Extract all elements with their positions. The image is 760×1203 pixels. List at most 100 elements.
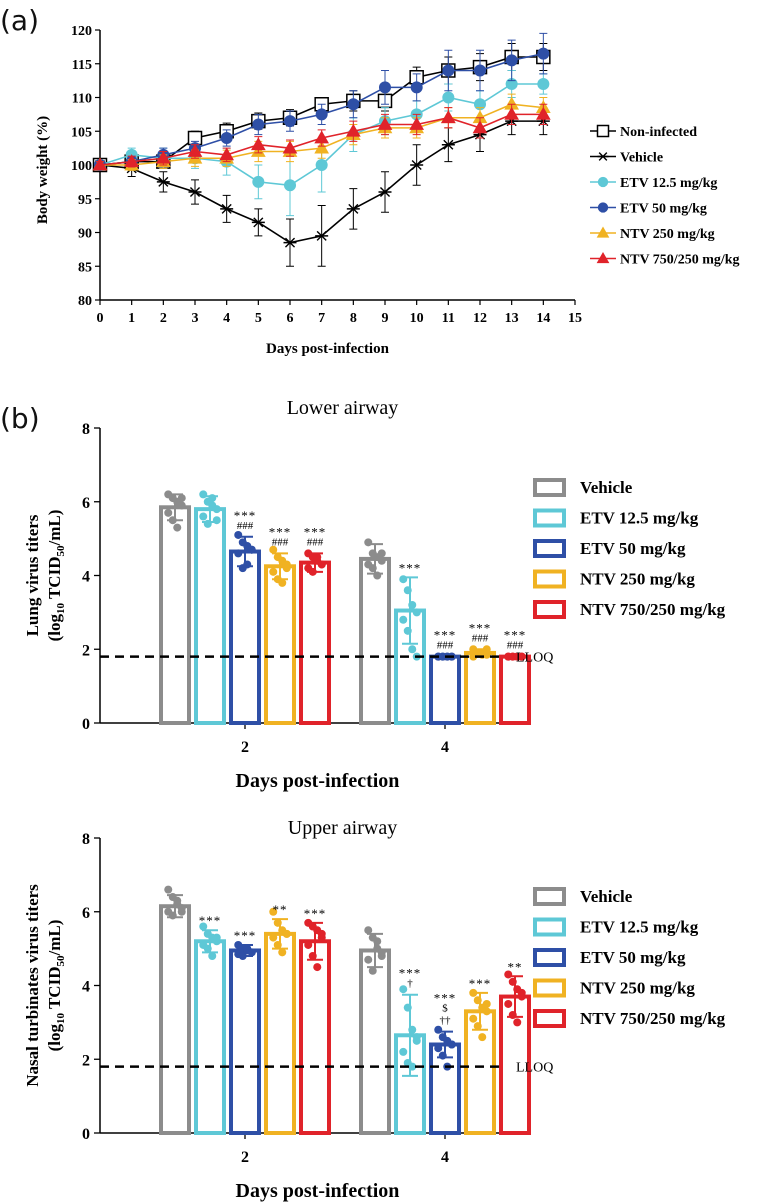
significance-mark: *** <box>304 524 327 539</box>
data-point <box>282 929 291 938</box>
legend-label: ETV 12.5 mg/kg <box>580 918 699 937</box>
error-bar <box>167 493 183 522</box>
data-point <box>368 966 377 975</box>
error-bar <box>272 918 288 950</box>
bar <box>159 505 191 725</box>
data-point <box>537 47 550 60</box>
legend-swatch <box>533 978 566 998</box>
data-point <box>447 1040 456 1049</box>
x-tick-label: 9 <box>382 311 389 326</box>
data-point <box>410 81 423 94</box>
legend-item-etv-50-mg-kg: ETV 50 mg/kg <box>533 539 686 558</box>
error-bar <box>307 552 323 573</box>
error-bar <box>367 543 383 575</box>
y-tick-label: 80 <box>78 294 92 309</box>
data-point <box>212 933 221 942</box>
series-ntv-750-250-mg-kg: ###***###*** <box>299 524 531 725</box>
legend-label: Vehicle <box>620 151 663 166</box>
data-point <box>314 130 330 144</box>
bar <box>429 654 461 725</box>
legend-item-ntv-250-mg-kg: NTV 250 mg/kg <box>590 226 715 242</box>
data-point <box>399 615 408 624</box>
y-tick-label: 90 <box>78 227 92 242</box>
x-tick-label: 6 <box>287 311 294 326</box>
data-point <box>317 929 326 938</box>
y-tick-label: 115 <box>72 58 92 73</box>
error-bar <box>437 1030 453 1059</box>
series-etv-50-mg-kg: ###***###*** <box>229 508 461 725</box>
y-axis-label-part: 10 <box>55 1012 67 1024</box>
data-point <box>442 91 455 104</box>
legend-label: Vehicle <box>580 478 633 497</box>
data-point <box>504 106 520 120</box>
error-bar <box>237 535 253 568</box>
data-point <box>234 549 243 558</box>
legend-label: NTV 750/250 mg/kg <box>620 253 740 268</box>
x-tick-label: 15 <box>568 311 582 326</box>
data-point <box>315 230 329 241</box>
legend-item-ntv-750-250-mg-kg: NTV 750/250 mg/kg <box>533 600 726 619</box>
bar <box>359 556 391 725</box>
legend-item-etv-50-mg-kg: ETV 50 mg/kg <box>533 948 686 967</box>
legend-swatch <box>533 478 566 497</box>
data-point <box>517 988 526 997</box>
data-point <box>517 652 526 661</box>
lloq-label: LLOQ <box>516 1061 553 1076</box>
legend-label: ETV 12.5 mg/kg <box>580 509 699 528</box>
series-ntv-750-250-mg-kg <box>92 103 551 171</box>
error-bar <box>202 929 218 954</box>
series-etv-12-5-mg-kg: *** <box>194 490 426 725</box>
legend-label: ETV 50 mg/kg <box>580 539 686 558</box>
data-point <box>252 175 265 188</box>
legend-item-ntv-250-mg-kg: NTV 250 mg/kg <box>533 569 695 589</box>
data-point <box>409 116 425 130</box>
legend-item-vehicle: Vehicle <box>533 887 633 906</box>
data-point <box>434 1044 443 1053</box>
error-bar <box>307 921 323 961</box>
legend-swatch <box>533 600 566 619</box>
data-point <box>399 985 408 994</box>
significance-mark: ### <box>237 520 254 532</box>
series-etv-50-mg-kg: ***††$*** <box>229 928 461 1135</box>
error-bar <box>237 943 253 957</box>
significance-mark: ### <box>272 536 289 548</box>
legend-item-ntv-250-mg-kg: NTV 250 mg/kg <box>533 978 695 998</box>
significance-mark: *** <box>234 508 257 523</box>
y-axis-label-line1: Nasal turbinates virus titers <box>23 884 42 1087</box>
y-tick-label: 8 <box>82 421 90 438</box>
significance-mark: †† <box>440 1015 452 1027</box>
y-axis-label-line1: Lung virus titers <box>23 514 42 636</box>
bar <box>359 948 391 1135</box>
legend-item-vehicle: Vehicle <box>590 151 663 166</box>
data-point <box>219 147 235 161</box>
data-point <box>283 237 297 248</box>
data-point <box>282 140 298 154</box>
y-tick-label: 4 <box>82 569 90 586</box>
legend-swatch <box>533 887 566 906</box>
y-tick-label: 8 <box>82 831 90 848</box>
legend-item-etv-12-5-mg-kg: ETV 12.5 mg/kg <box>590 176 717 191</box>
bar <box>429 1042 461 1135</box>
error-bar <box>202 495 218 524</box>
legend-item-vehicle: Vehicle <box>533 478 633 497</box>
x-axis-label: Days post-infection <box>236 770 400 792</box>
significance-mark: *** <box>304 906 327 921</box>
y-tick-label: 0 <box>82 716 90 733</box>
legend-marker <box>597 152 609 161</box>
bar <box>264 931 296 1135</box>
data-point <box>377 549 386 558</box>
y-axis-label-part: /mL) <box>45 920 64 957</box>
legend-label: ETV 12.5 mg/kg <box>620 176 717 191</box>
x-tick-label: 4 <box>223 311 230 326</box>
series-vehicle <box>159 490 391 725</box>
legend-marker <box>596 124 610 138</box>
error-bar <box>367 932 383 969</box>
data-point <box>478 1033 487 1042</box>
data-point <box>212 505 221 514</box>
legend-marker <box>597 176 609 188</box>
significance-mark: *** <box>399 560 422 575</box>
data-point <box>440 110 456 124</box>
y-axis-label-line2: (log10 TCID50/mL) <box>45 510 67 642</box>
data-point <box>283 115 297 128</box>
data-point <box>164 508 173 517</box>
